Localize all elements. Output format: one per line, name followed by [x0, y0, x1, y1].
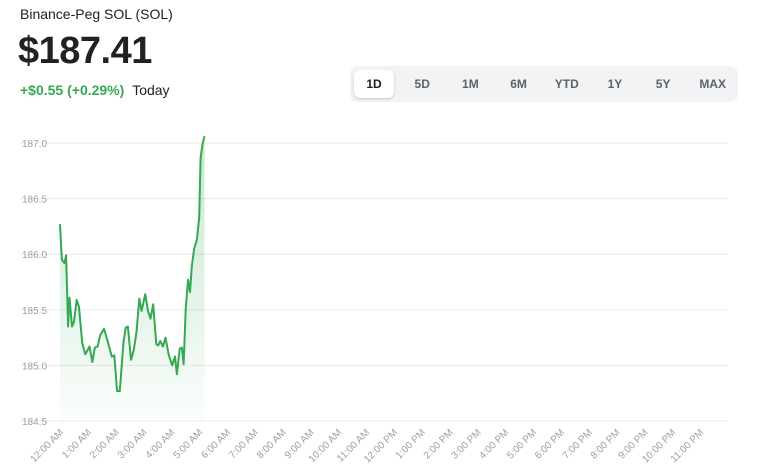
range-tab-5y[interactable]: 5Y	[655, 77, 671, 91]
x-tick-label: 1:00 PM	[394, 427, 428, 461]
x-tick-label: 5:00 AM	[172, 427, 206, 461]
x-tick-label: 1:00 AM	[60, 427, 94, 461]
range-tab-1y[interactable]: 1Y	[607, 77, 623, 91]
x-axis-ticks: 12:00 AM1:00 AM2:00 AM3:00 AM4:00 AM5:00…	[28, 427, 706, 465]
y-tick-label: 186.0	[22, 250, 47, 261]
x-tick-label: 5:00 PM	[505, 427, 539, 461]
y-tick-label: 185.0	[22, 361, 47, 372]
x-tick-label: 8:00 AM	[255, 427, 289, 461]
time-range-selector: 1D 5D 1M 6M YTD 1Y 5Y MAX	[350, 66, 738, 102]
range-tab-ytd[interactable]: YTD	[554, 77, 579, 91]
y-tick-label: 184.5	[22, 417, 47, 428]
range-tab-5d[interactable]: 5D	[414, 77, 430, 91]
range-tab-max[interactable]: MAX	[699, 77, 726, 91]
x-tick-label: 7:00 PM	[561, 427, 595, 461]
x-tick-label: 12:00 AM	[28, 427, 66, 465]
x-tick-label: 8:00 PM	[589, 427, 623, 461]
x-tick-label: 2:00 AM	[88, 427, 122, 461]
price-area-fill	[60, 136, 205, 422]
current-price: $187.41	[18, 30, 152, 72]
range-tab-1m[interactable]: 1M	[462, 77, 479, 91]
price-line	[59, 136, 206, 392]
price-change-row: +$0.55 (+0.29%) Today	[20, 82, 170, 98]
x-tick-label: 2:00 PM	[422, 427, 456, 461]
range-tab-1d[interactable]: 1D	[354, 70, 394, 98]
y-axis-ticks: 187.0 186.5 186.0 185.5 185.0 184.5	[22, 139, 47, 428]
y-tick-label: 186.5	[22, 195, 47, 206]
x-tick-label: 4:00 AM	[144, 427, 178, 461]
price-change: +$0.55 (+0.29%)	[20, 82, 125, 98]
period-label: Today	[132, 82, 170, 98]
x-tick-label: 6:00 AM	[199, 427, 233, 461]
range-tab-6m[interactable]: 6M	[510, 77, 527, 91]
x-tick-label: 4:00 PM	[477, 427, 511, 461]
x-tick-label: 7:00 AM	[227, 427, 261, 461]
x-tick-label: 6:00 PM	[533, 427, 567, 461]
x-tick-label: 3:00 PM	[450, 427, 484, 461]
y-tick-label: 187.0	[22, 139, 47, 150]
x-tick-label: 3:00 AM	[116, 427, 150, 461]
y-tick-label: 185.5	[22, 306, 47, 317]
asset-name: Binance-Peg SOL (SOL)	[20, 6, 173, 22]
